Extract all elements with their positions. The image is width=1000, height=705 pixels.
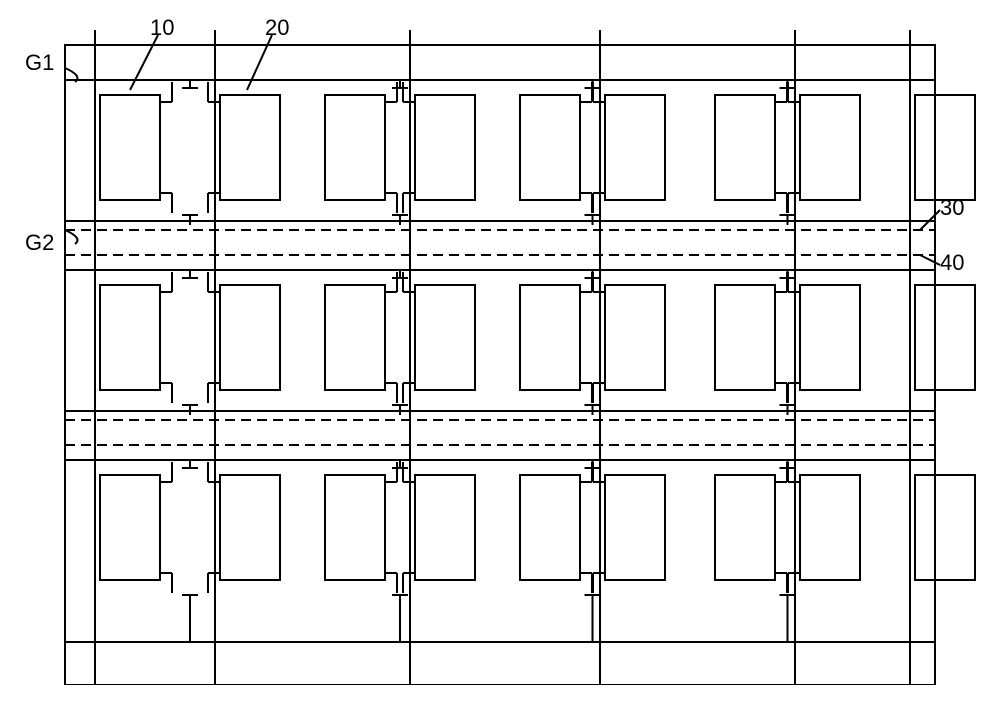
label-30: 30	[940, 195, 964, 221]
diagram-container: G1 G2 10 20 30 40	[20, 20, 980, 685]
label-10: 10	[150, 15, 174, 41]
label-g1: G1	[25, 50, 54, 76]
circuit-diagram	[20, 20, 980, 685]
label-g2: G2	[25, 230, 54, 256]
label-40: 40	[940, 250, 964, 276]
label-20: 20	[265, 15, 289, 41]
